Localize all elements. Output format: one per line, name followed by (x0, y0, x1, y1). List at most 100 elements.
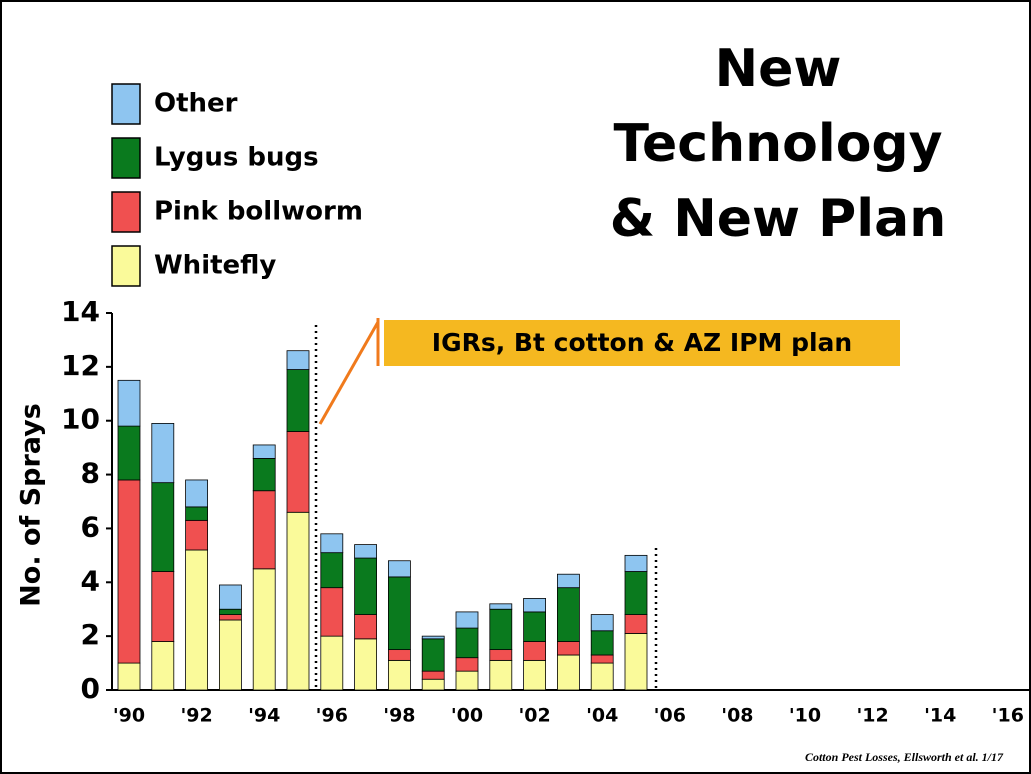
bar-segment (455, 627, 479, 659)
bar-segment (252, 458, 276, 492)
x-tick-label: '98 (383, 705, 415, 727)
bar-segment (421, 638, 445, 672)
chart-title: New (715, 39, 842, 99)
bar-segment (624, 571, 648, 615)
bar-segment (185, 506, 209, 521)
bar-segment (624, 633, 648, 691)
legend-swatch (111, 83, 141, 125)
bar-segment (218, 608, 242, 616)
x-tick-label: '12 (856, 705, 888, 727)
bar-segment (387, 659, 411, 691)
bar-segment (320, 533, 344, 554)
bar-segment (489, 649, 513, 661)
bar-segment (151, 571, 175, 642)
bar-segment (624, 554, 648, 572)
y-axis-label: No. of Sprays (16, 403, 47, 607)
bar-segment (185, 519, 209, 551)
bar-segment (354, 614, 378, 640)
bar-segment (557, 573, 580, 589)
legend-label: Whitefly (154, 251, 276, 281)
x-tick-label: '04 (586, 705, 618, 727)
bar-segment (455, 670, 479, 691)
x-tick-label: '90 (113, 705, 145, 727)
bar-segment (489, 659, 513, 691)
bar-segment (421, 678, 445, 691)
bar-segment (185, 549, 209, 691)
bar-segment (557, 654, 580, 691)
x-tick-label: '92 (180, 705, 212, 727)
bar-segment (421, 635, 445, 640)
bar-segment (286, 369, 310, 432)
bar-segment (523, 598, 546, 613)
bar-segment (387, 560, 411, 578)
bar-segment (455, 657, 479, 672)
y-tick-label: 10 (61, 403, 100, 436)
bar-segment (421, 670, 445, 680)
bar-segment (354, 544, 378, 559)
bar-segment (523, 659, 546, 691)
chart-title: Technology (613, 114, 942, 174)
bar-segment (624, 614, 648, 634)
legend-swatch (111, 137, 141, 179)
x-tick-label: '00 (451, 705, 483, 727)
bar-segment (489, 608, 513, 651)
bar-segment (286, 431, 310, 513)
bar-segment (455, 611, 479, 629)
bar-segment (218, 619, 242, 691)
bar-segment (320, 635, 344, 691)
legend-label: Pink bollworm (154, 197, 363, 227)
bar-segment (252, 568, 276, 691)
bar-segment (117, 379, 141, 427)
bar-segment (320, 552, 344, 589)
chart-title: & New Plan (610, 189, 946, 249)
x-tick-label: '16 (992, 705, 1024, 727)
bar-segment (590, 614, 614, 632)
bar-segment (185, 479, 209, 508)
bar-segment (523, 611, 546, 642)
x-tick-label: '02 (518, 705, 550, 727)
bar-segment (252, 444, 276, 459)
bar-segment (590, 630, 614, 656)
y-tick-label: 2 (81, 618, 100, 651)
x-tick-label: '14 (924, 705, 956, 727)
bar-segment (218, 614, 242, 621)
bar-segment (590, 662, 614, 691)
source: Cotton Pest Losses, Ellsworth et al. 1/1… (805, 750, 1004, 764)
bar-segment (489, 603, 513, 610)
y-tick-label: 0 (81, 672, 100, 705)
bar-segment (286, 350, 310, 370)
bar-segment (117, 425, 141, 481)
bar-segment (151, 482, 175, 572)
legend-swatch (111, 245, 141, 287)
y-tick-label: 4 (81, 564, 100, 597)
x-tick-label: '08 (721, 705, 753, 727)
legend-label: Lygus bugs (154, 143, 319, 173)
bar-segment (286, 511, 310, 691)
y-tick-label: 12 (61, 349, 100, 382)
annotation-box (384, 320, 900, 366)
bar-segment (557, 641, 580, 656)
legend-label: Other (154, 89, 238, 119)
x-tick-label: '06 (654, 705, 686, 727)
bar-segment (117, 479, 141, 664)
bar-segment (387, 576, 411, 651)
callout-line (318, 321, 380, 425)
bar-segment (151, 423, 175, 484)
x-tick-label: '96 (316, 705, 348, 727)
bar-segment (387, 649, 411, 661)
bar-segment (117, 662, 141, 691)
y-tick-label: 6 (81, 510, 100, 543)
legend-swatch (111, 191, 141, 233)
bar-segment (354, 638, 378, 691)
bar-segment (151, 641, 175, 691)
bar-segment (320, 587, 344, 637)
x-tick-label: '94 (248, 705, 280, 727)
annotation: IGRs, Bt cotton & AZ IPM plan (432, 328, 852, 357)
y-tick-label: 8 (81, 457, 100, 490)
x-tick-label: '10 (789, 705, 821, 727)
bar-segment (590, 654, 614, 664)
bar-segment (523, 641, 546, 661)
bar-segment (354, 557, 378, 615)
bar-segment (252, 490, 276, 570)
